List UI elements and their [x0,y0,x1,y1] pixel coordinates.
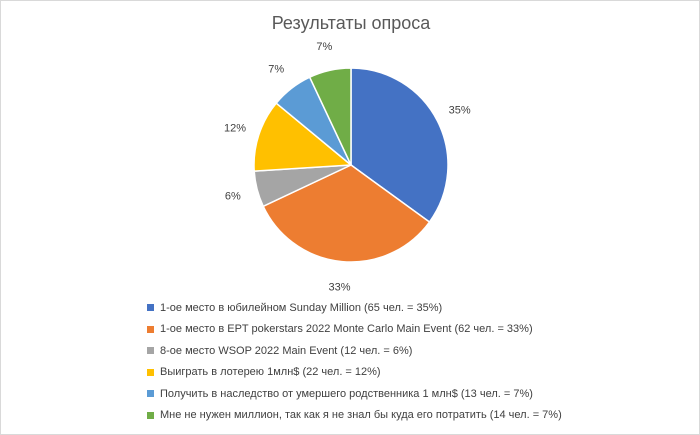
legend-label-3: 8-ое место WSOP 2022 Main Event (12 чел.… [160,344,413,357]
legend: 1-ое место в юбилейном Sunday Million (6… [147,297,562,426]
legend-swatch-5 [147,390,154,398]
legend-item-3: 8-ое место WSOP 2022 Main Event (12 чел.… [147,340,562,362]
pie-chart: 35% 33% 6% 12% 7% 7% [224,41,471,291]
legend-item-6: Мне не нужен миллион, так как я не знал … [147,405,562,427]
legend-item-5: Получить в наследство от умершего родств… [147,383,562,405]
legend-swatch-6 [147,411,154,419]
data-label-5: 7% [268,64,284,76]
pie-slice-6 [308,67,352,166]
legend-label-6: Мне не нужен миллион, так как я не знал … [160,409,562,422]
legend-item-1: 1-ое место в юбилейном Sunday Million (6… [147,297,562,319]
data-label-2: 33% [329,281,351,291]
legend-label-2: 1-ое место в EPT pokerstars 2022 Monte C… [160,323,533,336]
pie-slice-1 [350,67,449,224]
legend-label-1: 1-ое место в юбилейном Sunday Million (6… [160,301,443,314]
pie-slice-2 [262,164,431,263]
legend-label-4: Выиграть в лотерею 1млн$ (22 чел. = 12%) [160,366,381,379]
data-label-4: 12% [224,122,246,134]
legend-item-4: Выиграть в лотерею 1млн$ (22 чел. = 12%) [147,362,562,384]
legend-swatch-3 [147,347,154,355]
pie-slice-4 [253,102,353,172]
data-label-1: 35% [449,105,471,117]
chart-title: Результаты опроса [271,13,431,33]
data-label-3: 6% [225,190,241,202]
legend-swatch-4 [147,368,154,376]
legend-item-2: 1-ое место в EPT pokerstars 2022 Monte C… [147,319,562,341]
data-label-6: 7% [316,41,332,53]
legend-label-5: Получить в наследство от умершего родств… [160,387,533,400]
legend-swatch-2 [147,325,154,333]
legend-swatch-1 [147,304,154,312]
